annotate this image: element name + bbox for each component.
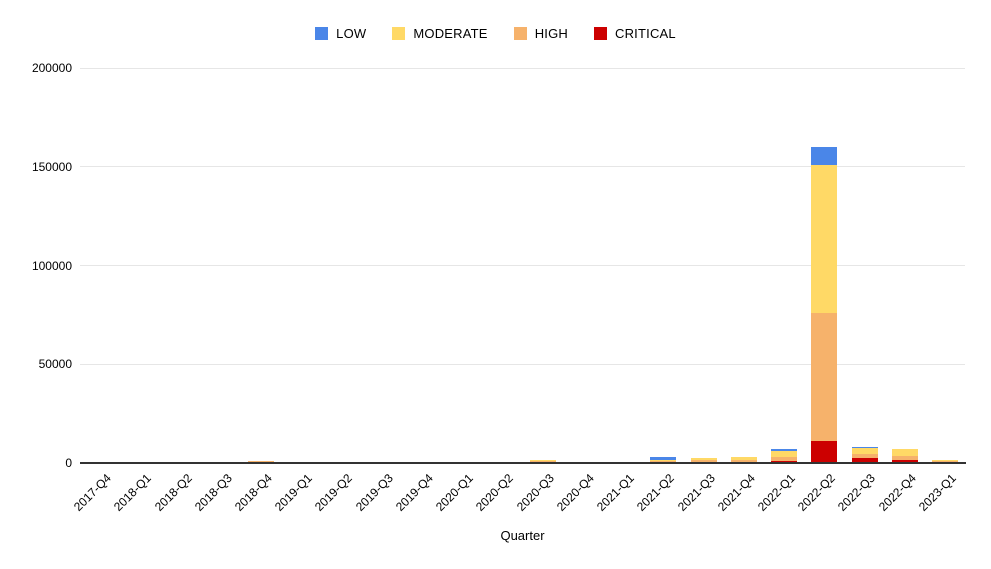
bar-segment-moderate[interactable] (891, 449, 918, 457)
legend-swatch-high (513, 27, 527, 40)
bar-slot-2019-Q2 (321, 68, 361, 463)
legend-item-low[interactable]: LOW (315, 26, 366, 41)
bar-segment-moderate[interactable] (650, 460, 677, 462)
bar-segment-moderate[interactable] (690, 458, 717, 461)
legend-label: HIGH (534, 26, 568, 41)
gridline (80, 67, 965, 69)
bar-slot-2021-Q2 (643, 68, 683, 463)
bar-2022-Q3[interactable] (851, 446, 878, 463)
bar-slot-2023-Q1 (925, 68, 965, 463)
y-tick-label: 0 (65, 456, 72, 470)
legend-label: LOW (336, 26, 367, 41)
bar-slot-2017-Q4 (80, 68, 120, 463)
bar-segment-high[interactable] (771, 457, 798, 462)
y-tick-label: 200000 (31, 61, 72, 75)
bar-slot-2018-Q4 (241, 68, 281, 463)
bar-segment-high[interactable] (529, 461, 556, 462)
y-tick-label: 150000 (31, 159, 72, 174)
bar-segment-high[interactable] (932, 461, 959, 463)
bar-slot-2022-Q4 (885, 68, 925, 463)
bar-slot-2022-Q2 (804, 68, 844, 463)
gridline (80, 166, 965, 168)
gridline (80, 363, 965, 365)
bar-segment-low[interactable] (851, 446, 878, 449)
bar-segment-high[interactable] (650, 461, 677, 462)
legend-item-moderate[interactable]: MODERATE (392, 26, 487, 41)
y-tick-label: 50000 (38, 357, 72, 372)
legend-swatch-moderate (392, 27, 406, 40)
bar-segment-critical[interactable] (811, 441, 838, 463)
bar-slot-2021-Q1 (603, 68, 643, 463)
bar-slot-2019-Q3 (362, 68, 402, 463)
bar-segment-moderate[interactable] (932, 460, 959, 462)
bar-slot-2018-Q2 (160, 68, 200, 463)
bar-segment-moderate[interactable] (771, 451, 798, 458)
x-axis-line (80, 462, 966, 464)
plot-area (80, 67, 965, 463)
bar-slot-2021-Q4 (724, 68, 764, 463)
bar-segment-moderate[interactable] (730, 457, 757, 460)
bar-2022-Q2[interactable] (811, 147, 838, 463)
bar-segment-high[interactable] (811, 312, 838, 442)
legend-label: MODERATE (413, 26, 488, 41)
legend-item-high[interactable]: HIGH (513, 26, 568, 41)
bar-slot-2022-Q3 (844, 68, 884, 463)
bar-slot-2019-Q1 (281, 68, 321, 463)
gridline (80, 265, 965, 266)
y-tick-label: 100000 (31, 258, 72, 273)
bar-segment-high[interactable] (248, 461, 275, 463)
bar-segment-high[interactable] (730, 459, 757, 462)
bar-segment-critical[interactable] (851, 458, 878, 463)
bar-segment-high[interactable] (891, 456, 918, 461)
legend-swatch-low (315, 27, 329, 40)
bar-slot-2020-Q2 (482, 68, 522, 463)
bar-slot-2020-Q3 (523, 68, 563, 463)
bar-slot-2020-Q4 (563, 68, 603, 463)
bar-slot-2021-Q3 (684, 68, 724, 463)
bars-container (80, 68, 965, 463)
bar-segment-high[interactable] (851, 454, 878, 459)
legend-label: CRITICAL (615, 26, 676, 41)
bar-segment-high[interactable] (690, 460, 717, 462)
bar-segment-critical[interactable] (891, 460, 918, 463)
bar-slot-2018-Q3 (201, 68, 241, 463)
bar-segment-low[interactable] (811, 147, 838, 165)
bar-slot-2019-Q4 (402, 68, 442, 463)
bar-segment-low[interactable] (771, 449, 798, 452)
chart-legend: LOW MODERATE HIGH CRITICAL (0, 26, 991, 41)
bar-slot-2020-Q1 (442, 68, 482, 463)
legend-swatch-critical (594, 27, 607, 40)
bar-2022-Q4[interactable] (891, 449, 918, 463)
legend-item-critical[interactable]: CRITICAL (594, 26, 676, 41)
bar-segment-moderate[interactable] (529, 460, 556, 462)
bar-2022-Q1[interactable] (771, 449, 798, 463)
bar-slot-2018-Q1 (120, 68, 160, 463)
x-axis-title: Quarter (500, 528, 545, 543)
bar-segment-moderate[interactable] (811, 164, 838, 313)
bar-slot-2022-Q1 (764, 68, 804, 463)
bar-segment-moderate[interactable] (851, 448, 878, 455)
bar-segment-low[interactable] (650, 457, 677, 461)
